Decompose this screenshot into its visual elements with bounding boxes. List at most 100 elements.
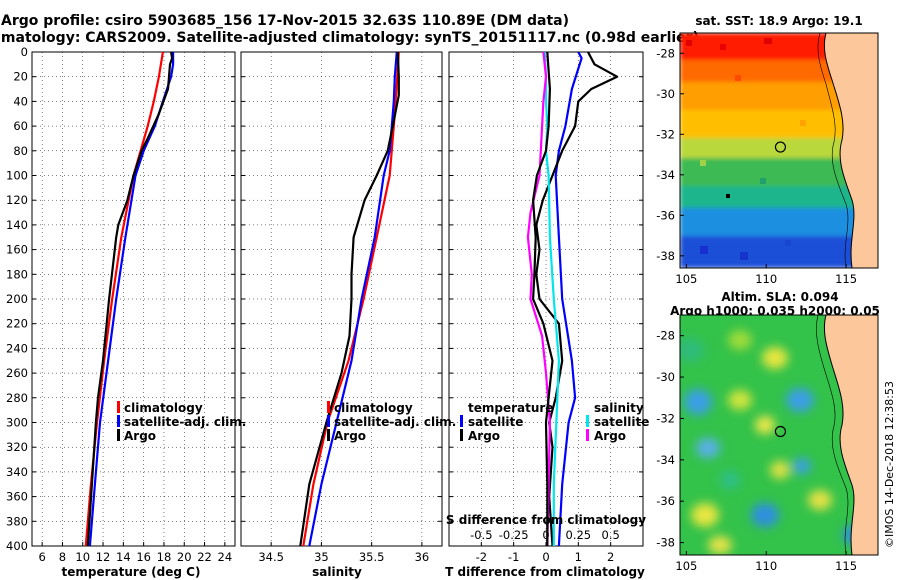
- x-tick-label: -1: [508, 550, 519, 564]
- difference-legend: temperature satellite Argo salinity sate…: [460, 401, 649, 443]
- s-difference-xlabel: S difference from climatology: [446, 513, 646, 527]
- map-x-tick-label: 105: [675, 559, 697, 573]
- legend-s-argo-swatch: [586, 429, 589, 441]
- depth-tick-label: 80: [13, 144, 28, 158]
- map-y-tick-label: -36: [656, 494, 675, 508]
- legend-s-satellite-label: satellite: [594, 415, 649, 429]
- x-tick-label: 34.5: [258, 550, 284, 564]
- sla-blob: [793, 458, 811, 474]
- depth-tick-label: 300: [6, 416, 28, 430]
- sst-pixel: [800, 120, 806, 126]
- sst-argo-marker: [774, 141, 787, 153]
- x-tick-label: 36: [415, 550, 430, 564]
- x-tick-label: 6: [38, 550, 45, 564]
- depth-tick-label: 140: [6, 218, 28, 232]
- x2-tick-label: 0.5: [602, 528, 620, 542]
- sst-pixel: [686, 40, 692, 46]
- map-y-tick-label: -28: [656, 329, 675, 343]
- legend-argo-label: Argo: [334, 429, 366, 443]
- sst-map: [680, 33, 878, 268]
- depth-tick-label: 60: [13, 119, 28, 133]
- sst-pixel: [700, 246, 708, 254]
- map-x-tick-label: 110: [755, 272, 777, 286]
- legend-argo-swatch: [327, 429, 330, 441]
- sla-blob: [696, 438, 720, 458]
- sla-blob: [728, 390, 752, 410]
- legend-t-satellite-swatch: [460, 415, 463, 427]
- series-line-s-argo: [531, 52, 554, 546]
- map-y-tick-label: -30: [656, 370, 675, 384]
- x-tick-label: 18: [157, 550, 172, 564]
- x-tick-label: 10: [75, 550, 90, 564]
- legend-satellite-label: satellite-adj. clim.: [124, 415, 246, 429]
- salinity-legend: climatology satellite-adj. clim. Argo: [327, 401, 456, 443]
- x-tick-label: 2: [607, 550, 614, 564]
- title-line-2: Climatology: CARS2009. Satellite-adjuste…: [0, 30, 699, 46]
- legend-s-satellite-swatch: [586, 415, 589, 427]
- series-line-t-satellite: [554, 52, 583, 546]
- x-tick-label: 8: [59, 550, 66, 564]
- map-y-tick-label: -34: [656, 453, 675, 467]
- difference-series: [526, 52, 619, 546]
- sla-blob: [720, 471, 740, 489]
- depth-tick-label: 360: [6, 490, 28, 504]
- sla-map-frame: [679, 314, 879, 556]
- x2-tick-label: 0.25: [566, 528, 592, 542]
- series-line-climatology: [302, 52, 400, 546]
- sla-blob: [728, 330, 752, 350]
- map-x-tick-label: 115: [835, 272, 857, 286]
- x-tick-label: 1: [575, 550, 582, 564]
- x2-tick-label: -0.25: [499, 528, 529, 542]
- sst-map-frame: [679, 32, 879, 269]
- sst-pixel: [726, 194, 730, 198]
- sla-blob: [708, 536, 732, 554]
- temperature-xlabel: temperature (deg C): [62, 565, 201, 579]
- sst-pixel: [760, 178, 766, 184]
- s-difference-tick-labels: -0.5 -0.25 0 0.25 0.5: [470, 528, 620, 542]
- t-difference-tick-labels: -2 -1 0 1 2: [476, 550, 615, 564]
- sst-band-lightblue: [680, 208, 878, 238]
- sla-blob: [684, 389, 712, 415]
- legend-satellite-swatch: [327, 415, 330, 427]
- map-y-tick-label: -32: [656, 127, 675, 141]
- map-y-tick-label: -28: [656, 46, 675, 60]
- map-y-tick-label: -38: [656, 536, 675, 550]
- series-line-satellite-adj-clim-: [88, 52, 175, 546]
- sla-depth-contour: [816, 315, 849, 555]
- sst-depth-contour: [817, 33, 849, 268]
- depth-tick-label: 340: [6, 465, 28, 479]
- depth-tick-label: 320: [6, 440, 28, 454]
- title-line-1: Argo profile: csiro 5903685_156 17-Nov-2…: [1, 13, 569, 29]
- map-y-tick-label: -30: [656, 87, 675, 101]
- x-tick-label: 12: [96, 550, 111, 564]
- x-tick-label: 0: [542, 550, 549, 564]
- legend-climatology-label: climatology: [124, 401, 203, 415]
- sst-pixel: [764, 38, 772, 44]
- sla-coastline: [823, 315, 855, 555]
- imos-timestamp: ©IMOS 14-Dec-2018 12:38:53: [883, 381, 896, 548]
- legend-temperature-title: temperature: [468, 401, 553, 415]
- sst-land: [824, 33, 878, 268]
- series-line-argo: [299, 52, 400, 546]
- x-tick-label: -2: [476, 550, 487, 564]
- sst-pixel: [740, 252, 748, 260]
- sla-blob: [680, 338, 704, 362]
- sla-blob: [755, 416, 775, 434]
- map-y-tick-label: -32: [656, 411, 675, 425]
- sla-map: [680, 315, 878, 555]
- legend-satellite-swatch: [117, 415, 120, 427]
- salinity-series: [299, 52, 400, 546]
- legend-argo-label: Argo: [124, 429, 156, 443]
- sst-map-title: sat. SST: 18.9 Argo: 19.1: [695, 14, 862, 28]
- sla-blob: [762, 347, 788, 369]
- depth-tick-label: 280: [6, 391, 28, 405]
- map-y-tick-label: -36: [656, 208, 675, 222]
- sla-blob: [808, 490, 832, 510]
- series-line-s-clim: [526, 52, 552, 546]
- x-tick-label: 24: [218, 550, 233, 564]
- map-x-tick-label: 105: [675, 272, 697, 286]
- sla-blob: [770, 461, 790, 479]
- depth-tick-label: 400: [6, 539, 28, 553]
- series-line-s-satellite: [543, 52, 561, 546]
- sst-map-ticks: 105 110 115 -28 -30 -32 -34 -36 -38: [656, 46, 857, 286]
